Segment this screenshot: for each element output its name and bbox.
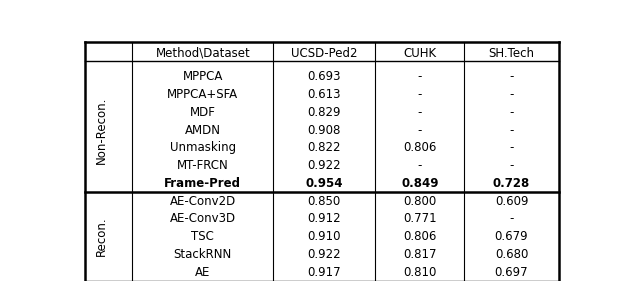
Text: 0.922: 0.922 xyxy=(307,248,341,261)
Text: 0.917: 0.917 xyxy=(307,266,341,279)
Text: 0.849: 0.849 xyxy=(401,177,438,190)
Text: 0.912: 0.912 xyxy=(307,212,341,225)
Text: 0.850: 0.850 xyxy=(308,195,341,208)
Text: 0.817: 0.817 xyxy=(403,248,436,261)
Text: AE: AE xyxy=(195,266,211,279)
Text: 0.697: 0.697 xyxy=(495,266,529,279)
Text: SH.Tech: SH.Tech xyxy=(488,47,534,60)
Text: MDF: MDF xyxy=(190,106,216,119)
Text: -: - xyxy=(509,159,514,172)
Text: 0.728: 0.728 xyxy=(493,177,530,190)
Text: Frame-Pred: Frame-Pred xyxy=(164,177,241,190)
Text: -: - xyxy=(417,106,422,119)
Text: AE-Conv2D: AE-Conv2D xyxy=(170,195,236,208)
Text: 0.822: 0.822 xyxy=(308,141,341,155)
Text: 0.810: 0.810 xyxy=(403,266,436,279)
Text: 0.908: 0.908 xyxy=(308,124,341,137)
Text: 0.829: 0.829 xyxy=(308,106,341,119)
Text: -: - xyxy=(509,88,514,101)
Text: 0.806: 0.806 xyxy=(403,141,436,155)
Text: Recon.: Recon. xyxy=(95,217,108,257)
Text: CUHK: CUHK xyxy=(403,47,436,60)
Text: StackRNN: StackRNN xyxy=(173,248,232,261)
Text: -: - xyxy=(417,88,422,101)
Text: -: - xyxy=(417,71,422,83)
Text: -: - xyxy=(509,124,514,137)
Text: -: - xyxy=(417,124,422,137)
Text: 0.954: 0.954 xyxy=(305,177,343,190)
Text: 0.613: 0.613 xyxy=(308,88,341,101)
Text: Unmasking: Unmasking xyxy=(170,141,236,155)
Text: MPPCA: MPPCA xyxy=(182,71,223,83)
Text: 0.771: 0.771 xyxy=(403,212,436,225)
Text: UCSD-Ped2: UCSD-Ped2 xyxy=(291,47,358,60)
Text: Method\Dataset: Method\Dataset xyxy=(156,47,250,60)
Text: 0.910: 0.910 xyxy=(308,230,341,243)
Text: -: - xyxy=(509,71,514,83)
Text: -: - xyxy=(417,159,422,172)
Text: 0.693: 0.693 xyxy=(308,71,341,83)
Text: 0.806: 0.806 xyxy=(403,230,436,243)
Text: 0.609: 0.609 xyxy=(495,195,528,208)
Text: 0.922: 0.922 xyxy=(307,159,341,172)
Text: -: - xyxy=(509,212,514,225)
Text: 0.679: 0.679 xyxy=(495,230,529,243)
Text: AMDN: AMDN xyxy=(185,124,221,137)
Text: 0.800: 0.800 xyxy=(403,195,436,208)
Text: Non-Recon.: Non-Recon. xyxy=(95,97,108,164)
Text: 0.680: 0.680 xyxy=(495,248,528,261)
Text: TSC: TSC xyxy=(191,230,214,243)
Text: MPPCA+SFA: MPPCA+SFA xyxy=(167,88,238,101)
Text: -: - xyxy=(509,141,514,155)
Text: MT-FRCN: MT-FRCN xyxy=(177,159,228,172)
Text: -: - xyxy=(509,106,514,119)
Text: AE-Conv3D: AE-Conv3D xyxy=(170,212,236,225)
